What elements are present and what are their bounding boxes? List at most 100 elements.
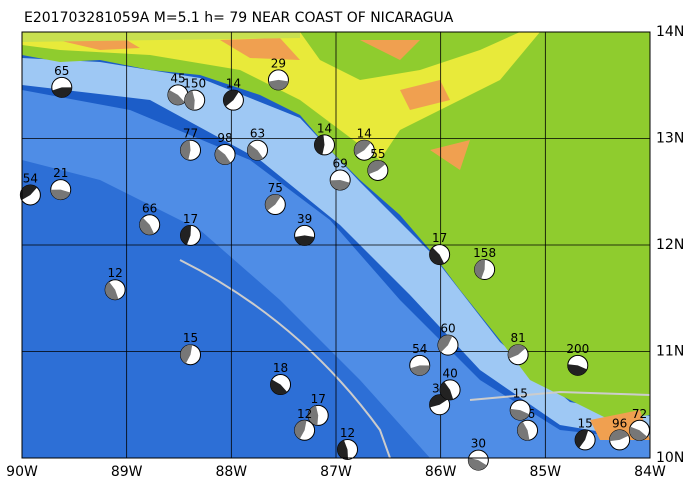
focal-mechanism bbox=[180, 139, 202, 161]
compressional-quadrant bbox=[180, 140, 191, 160]
depth-label: 81 bbox=[510, 331, 525, 345]
focal-mechanism bbox=[467, 449, 489, 471]
compressional-quadrant bbox=[20, 184, 38, 200]
focal-mechanism bbox=[104, 279, 126, 301]
depth-label: 21 bbox=[53, 166, 68, 180]
depth-label: 54 bbox=[412, 342, 427, 356]
focal-mechanism bbox=[517, 419, 539, 441]
compressional-quadrant bbox=[354, 140, 371, 156]
focal-mechanism bbox=[180, 344, 202, 366]
focal-mechanism bbox=[294, 224, 316, 246]
focal-mechanism bbox=[313, 134, 335, 156]
compressional-quadrant bbox=[508, 344, 526, 359]
focal-mechanism bbox=[180, 224, 202, 246]
compressional-quadrant bbox=[517, 421, 530, 441]
focal-mechanism bbox=[184, 89, 206, 111]
focal-mechanism bbox=[409, 354, 431, 376]
compressional-quadrant bbox=[609, 429, 629, 442]
focal-mechanism bbox=[353, 139, 375, 161]
compressional-quadrant bbox=[410, 365, 430, 376]
focal-mechanism bbox=[439, 379, 461, 401]
compressional-quadrant bbox=[139, 217, 155, 235]
compressional-quadrant bbox=[184, 90, 195, 111]
compressional-quadrant bbox=[567, 364, 587, 376]
focal-mechanism bbox=[19, 184, 41, 206]
focal-mechanism bbox=[337, 438, 359, 460]
focal-mechanism bbox=[474, 258, 496, 280]
x-tick-label: 88W bbox=[215, 464, 247, 480]
depth-label: 15 bbox=[513, 387, 528, 401]
compressional-quadrant bbox=[270, 379, 288, 395]
depth-label: 30 bbox=[471, 437, 486, 451]
depth-label: 66 bbox=[142, 201, 157, 215]
focal-mechanism bbox=[629, 419, 651, 441]
compressional-quadrant bbox=[474, 259, 485, 279]
y-tick-label: 11N bbox=[656, 344, 684, 360]
focal-mechanism bbox=[509, 399, 531, 421]
compressional-quadrant bbox=[440, 381, 454, 400]
compressional-quadrant bbox=[215, 148, 231, 165]
compressional-quadrant bbox=[294, 235, 315, 246]
x-tick-label: 84W bbox=[634, 464, 666, 480]
focal-mechanism bbox=[567, 354, 589, 376]
compressional-quadrant bbox=[367, 160, 386, 175]
depth-label: 54 bbox=[23, 171, 38, 185]
depth-label: 158 bbox=[473, 246, 496, 260]
depth-label: 40 bbox=[442, 366, 457, 380]
depth-label: 69 bbox=[333, 157, 348, 171]
events: 6545150142963141469171588120012153430561… bbox=[19, 56, 651, 471]
focal-mechanism bbox=[367, 159, 389, 181]
focal-mechanism bbox=[214, 143, 236, 165]
compressional-quadrant bbox=[180, 225, 192, 245]
depth-label: 14 bbox=[226, 77, 241, 91]
depth-label: 75 bbox=[268, 181, 283, 195]
map-frame bbox=[21, 31, 651, 459]
compressional-quadrant bbox=[52, 87, 72, 98]
focal-mechanism bbox=[270, 374, 292, 396]
y-tick-label: 13N bbox=[656, 131, 684, 147]
depth-label: 17 bbox=[432, 231, 447, 245]
y-tick-label: 14N bbox=[656, 24, 684, 40]
depth-label: 17 bbox=[183, 212, 198, 226]
focal-mechanism bbox=[429, 244, 451, 266]
compressional-quadrant bbox=[468, 457, 487, 471]
y-tick-label: 10N bbox=[656, 450, 684, 466]
compressional-quadrant bbox=[223, 90, 239, 107]
depth-label: 14 bbox=[317, 121, 332, 135]
compressional-quadrant bbox=[268, 79, 289, 90]
depth-label: 98 bbox=[217, 131, 232, 145]
depth-label: 77 bbox=[183, 127, 198, 141]
depth-label: 45 bbox=[170, 71, 185, 85]
depth-label: 29 bbox=[271, 56, 286, 70]
depth-label: 12 bbox=[297, 407, 312, 421]
compressional-quadrant bbox=[50, 189, 71, 200]
depth-label: 14 bbox=[357, 127, 372, 141]
depth-label: 15 bbox=[183, 331, 198, 345]
focal-mechanism bbox=[267, 69, 289, 91]
compressional-quadrant bbox=[294, 420, 307, 440]
depth-label: 150 bbox=[183, 77, 206, 91]
depth-label: 72 bbox=[632, 407, 647, 421]
compressional-quadrant bbox=[437, 335, 453, 353]
focal-mechanism bbox=[294, 419, 316, 441]
compressional-quadrant bbox=[330, 180, 350, 191]
depth-label: 15 bbox=[577, 416, 592, 430]
compressional-quadrant bbox=[429, 247, 445, 265]
compressional-quadrant bbox=[180, 344, 193, 364]
compressional-quadrant bbox=[167, 89, 185, 105]
compressional-quadrant bbox=[510, 408, 530, 421]
depth-label: 60 bbox=[440, 322, 455, 336]
depth-label: 55 bbox=[370, 147, 385, 161]
depth-label: 12 bbox=[340, 426, 355, 440]
x-tick-label: 85W bbox=[529, 464, 561, 480]
focal-mechanism bbox=[437, 334, 459, 356]
depth-label: 200 bbox=[566, 342, 589, 356]
depth-label: 17 bbox=[311, 392, 326, 406]
x-tick-label: 86W bbox=[425, 464, 457, 480]
depth-label: 65 bbox=[54, 64, 69, 78]
focal-mechanism bbox=[167, 84, 189, 106]
focal-mechanism bbox=[247, 139, 268, 161]
map-title: E201703281059A M=5.1 h= 79 NEAR COAST OF… bbox=[24, 10, 454, 26]
focal-mechanism bbox=[329, 169, 351, 191]
compressional-quadrant bbox=[308, 405, 319, 426]
